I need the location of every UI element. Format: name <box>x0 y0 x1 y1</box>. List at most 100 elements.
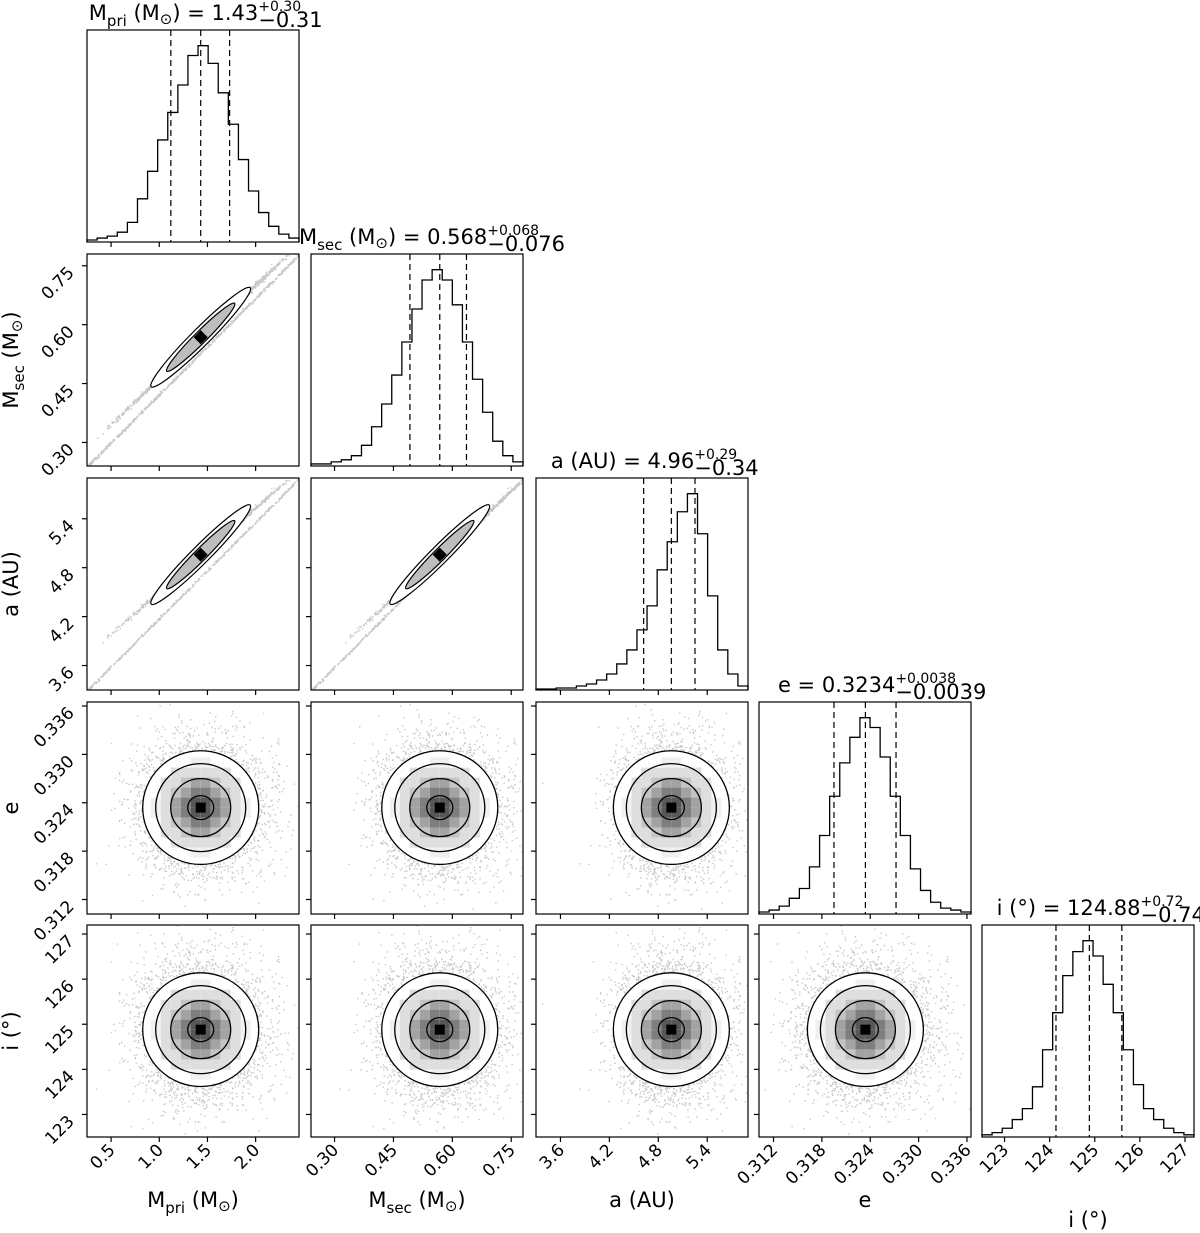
x-tick-label: 0.336 <box>927 1140 976 1189</box>
density-bin <box>419 989 430 1000</box>
density-bin <box>895 999 906 1010</box>
density-bin <box>875 989 886 1000</box>
density-bin <box>220 797 231 808</box>
density-bin <box>160 1009 171 1020</box>
label-close: ) <box>457 1188 465 1212</box>
density-bin <box>180 1029 191 1040</box>
sample-points <box>338 925 523 1137</box>
density-bin <box>170 1059 181 1070</box>
density-bin <box>399 817 410 828</box>
density-bin <box>190 827 201 838</box>
x-axis-label-msec: Msec (M⊙) <box>368 1188 465 1217</box>
contour-2sigma <box>155 762 247 853</box>
density-bin <box>200 999 211 1010</box>
density-bin <box>661 837 672 848</box>
density-bin <box>170 807 181 818</box>
title-minus-error: −0.34 <box>694 456 758 480</box>
density-peak <box>666 1024 677 1035</box>
y-tick-label: 4.2 <box>45 614 78 647</box>
density-bin <box>200 817 211 828</box>
density-bin <box>419 1029 430 1040</box>
contour-core <box>426 1016 454 1043</box>
density-bin <box>885 1029 896 1040</box>
density-bin <box>671 1059 682 1070</box>
density-peak <box>860 1024 871 1035</box>
scatter-panel-i-vs-e <box>758 924 972 1138</box>
density-bin <box>230 817 241 828</box>
x-tick-label: 3.6 <box>536 1140 569 1173</box>
density-bin <box>190 979 201 990</box>
label-main: M <box>368 1188 386 1212</box>
param-title: e = 0.3234+0.0038 <box>778 671 956 697</box>
param-title: Mpri (M⊙) = 1.43+0.30 <box>89 0 301 30</box>
contour-1sigma <box>640 777 703 838</box>
label-sun-symbol: ⊙ <box>160 10 173 28</box>
density-bin <box>409 1049 420 1060</box>
density-bin <box>691 777 702 788</box>
density-bin <box>220 1049 231 1060</box>
density-bin <box>459 999 470 1010</box>
density-bin <box>200 1069 211 1080</box>
density-bin <box>160 807 171 818</box>
density-bin <box>865 1039 876 1050</box>
x-tick-label: 5.4 <box>682 1140 715 1173</box>
density-bin <box>469 817 480 828</box>
label-main: a (AU) <box>0 551 23 617</box>
density-bin <box>835 999 846 1010</box>
density-bin <box>681 1029 692 1040</box>
density-bin <box>651 1029 662 1040</box>
density-bin <box>220 837 231 848</box>
density-bin <box>230 999 241 1010</box>
density-bin <box>439 989 450 1000</box>
density-bin <box>409 999 420 1010</box>
density-peak <box>195 1024 206 1035</box>
axes-frame <box>758 924 972 1138</box>
sample-points <box>95 925 299 1137</box>
density-bin <box>651 1039 662 1050</box>
density-bin <box>200 837 211 848</box>
density-bin <box>409 1029 420 1040</box>
density-bin <box>439 1069 450 1080</box>
contour-1sigma <box>409 777 471 838</box>
density-bin <box>661 757 672 768</box>
density-bin <box>200 989 211 1000</box>
title-minus-error: −0.31 <box>258 8 322 32</box>
density-bin <box>825 1029 836 1040</box>
density-bin <box>671 999 682 1010</box>
title-minus-error: −0.74 <box>1140 903 1200 927</box>
density-bin <box>651 807 662 818</box>
density-bin <box>459 767 470 778</box>
label-sun-symbol: ⊙ <box>375 234 388 252</box>
density-bin <box>220 1019 231 1030</box>
hist-panel-mpri <box>86 29 300 243</box>
density-bin <box>170 837 181 848</box>
density-bin <box>459 827 470 838</box>
density-bin <box>671 787 682 798</box>
scatter-panel-e-vs-a <box>535 701 749 915</box>
equals-sign: = <box>617 449 648 473</box>
density-bin <box>190 1059 201 1070</box>
density-bin <box>865 1049 876 1060</box>
density-bin <box>399 1009 410 1020</box>
density-bin <box>190 767 201 778</box>
label-main: M <box>89 1 107 25</box>
contour-core <box>426 794 454 821</box>
density-bin <box>439 817 450 828</box>
title-value: 0.3234 <box>822 673 895 697</box>
density-bin <box>190 1019 201 1030</box>
density-bin <box>701 1039 712 1050</box>
density-bin <box>210 1019 221 1030</box>
density-bin <box>439 827 450 838</box>
density-bin <box>449 767 460 778</box>
density-bin <box>661 1019 672 1030</box>
density-bin <box>180 1019 191 1030</box>
density-bin <box>459 1059 470 1070</box>
contour-1sigma <box>170 999 232 1060</box>
param-title: Msec (M⊙) = 0.568+0.068 <box>299 223 539 254</box>
density-bin <box>210 1059 221 1070</box>
density-bin <box>631 827 642 838</box>
x-tick-label: 126 <box>1111 1140 1148 1177</box>
density-bin <box>661 1069 672 1080</box>
histogram-line <box>310 269 524 466</box>
density-bin <box>409 767 420 778</box>
